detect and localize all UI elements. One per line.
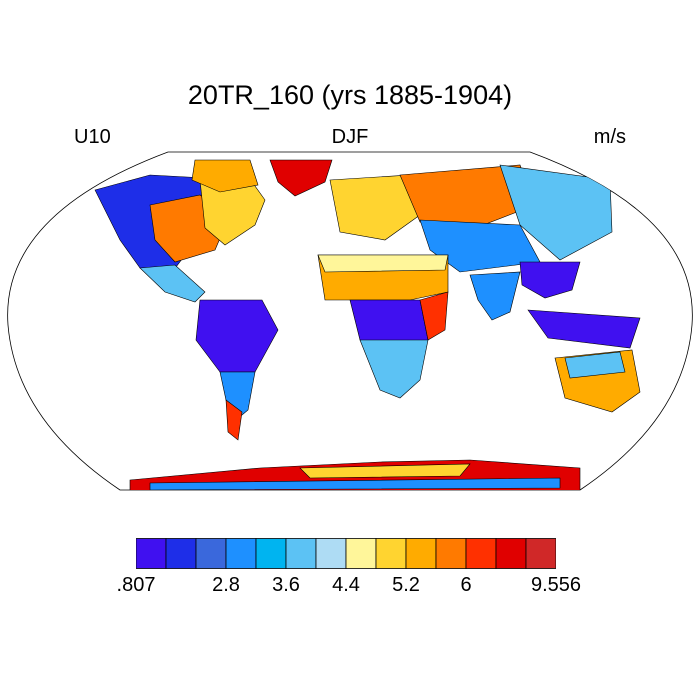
region-greenland <box>269 159 333 197</box>
colorbar-swatch <box>165 538 197 569</box>
colorbar-tick-label: 5.2 <box>392 574 420 596</box>
colorbar-tick-label: 2.8 <box>212 574 240 596</box>
region-southeast-asia <box>519 261 581 299</box>
colorbar-swatch <box>375 538 407 569</box>
region-southern-africa <box>359 339 429 399</box>
colorbar-tick-label: 6 <box>460 574 472 596</box>
colorbar-swatch <box>315 538 347 569</box>
colorbar-swatch <box>405 538 437 569</box>
region-patagonia <box>225 399 243 441</box>
region-east-africa <box>419 291 449 341</box>
colorbar-tick-label: 9.556 <box>530 574 582 596</box>
colorbar-swatch <box>195 538 227 569</box>
units-label: m/s <box>593 126 626 148</box>
colorbar-tick-label: 3.6 <box>272 574 300 596</box>
region-australia-north <box>564 351 626 379</box>
region-indonesia <box>527 309 641 349</box>
region-south-america-south <box>219 371 256 421</box>
colorbar-swatch <box>136 538 167 569</box>
colorbar-swatch <box>495 538 527 569</box>
region-antarctica-inner <box>299 463 471 479</box>
map-title: 20TR_160 (yrs 1885-1904) <box>187 80 513 110</box>
colorbar-swatch <box>465 538 497 569</box>
region-central-asia <box>419 219 541 273</box>
region-russia <box>399 164 536 233</box>
region-india <box>469 271 521 321</box>
region-europe <box>329 174 421 241</box>
colorbar-swatch <box>435 538 467 569</box>
colorbar <box>136 538 556 569</box>
colorbar-swatch <box>285 538 317 569</box>
colorbar-tick-label: .807 <box>116 574 156 596</box>
colorbar-swatch <box>525 538 556 569</box>
colorbar-swatch <box>255 538 287 569</box>
region-central-america <box>139 264 206 303</box>
colorbar-tick-label: 4.4 <box>332 574 360 596</box>
colorbar-swatch <box>345 538 377 569</box>
region-sahara-north <box>317 254 449 273</box>
region-antarctica-band <box>149 477 561 490</box>
colorbar-swatch <box>225 538 257 569</box>
region-north-america-north <box>191 159 259 193</box>
season-label: DJF <box>331 126 369 148</box>
world-map <box>7 151 693 491</box>
variable-label: U10 <box>74 126 111 148</box>
